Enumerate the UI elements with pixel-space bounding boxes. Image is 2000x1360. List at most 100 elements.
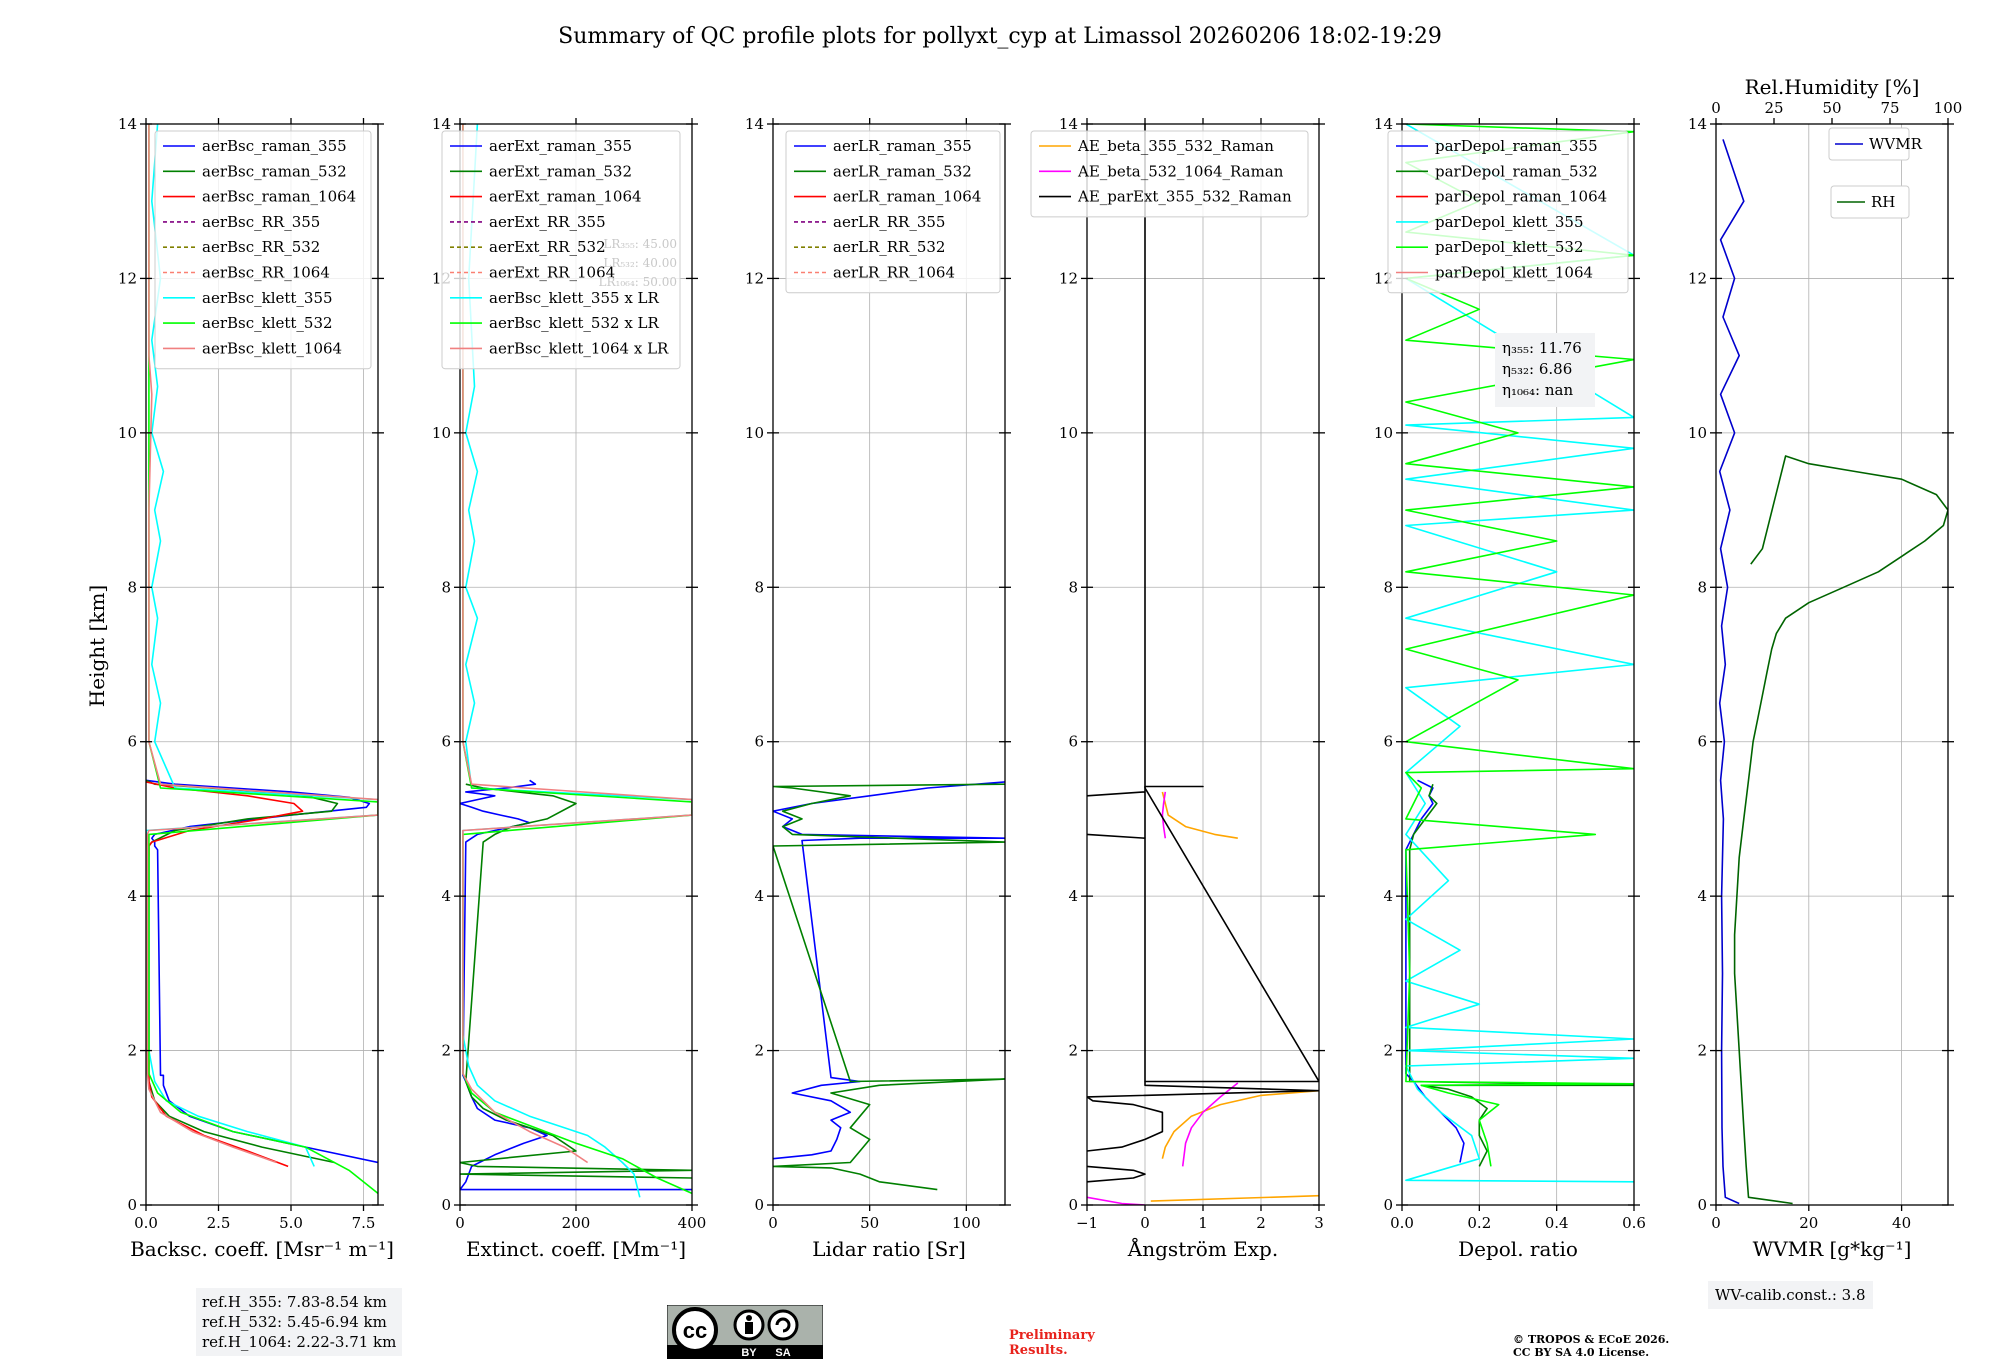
y-tick-label: 6 [1697,733,1707,751]
y-tick-label: 4 [1383,887,1393,905]
legend-box [1030,130,1309,218]
series-line-ae-beta-355-532-raman [1161,1089,1319,1159]
figure-title: Summary of QC profile plots for pollyxt_… [558,24,1442,49]
series-group [1718,139,1948,1205]
legend-entry: aerLR_raman_1064 [833,188,981,206]
series-line-ae-beta-355-532-raman-low [1150,1194,1319,1202]
series-line-rh [1733,455,1948,1205]
series-group [146,124,378,1195]
legend-entry: aerBsc_klett_532 x LR [489,314,660,332]
legend-entry: aerBsc_raman_355 [202,137,347,155]
x-tick-label: 20 [1799,1214,1818,1232]
y-tick-label: 8 [441,578,451,596]
series-line-ae-beta-532-1064-raman-low [1087,1196,1146,1205]
preliminary-line-1: Preliminary [1009,1328,1095,1343]
series-line-aerbsc-klett-355 [146,124,378,1167]
series-line-ae-parext-355-532-raman [1087,124,1319,1152]
y-tick-label: 10 [1374,424,1393,442]
x2-tick-label: 50 [1822,99,1841,117]
panel-1: 0 2 4 6 8 10 12 14 0.0 2.5 5.0 7.5 Backsc. coeff. [M… [118,115,394,1261]
x-tick-label: 0.0 [134,1214,158,1232]
legend-entry: parDepol_raman_532 [1435,162,1598,180]
x-axis-label: Lidar ratio [Sr] [812,1237,966,1261]
legend-entry: aerLR_RR_532 [833,238,945,256]
y-tick-label: 14 [745,115,764,133]
copyright-note: © TROPOS & ECoE 2026. CC BY SA 4.0 Licen… [1513,1333,1669,1359]
y-tick-label: 0 [1383,1196,1393,1214]
legend-box [1830,185,1910,219]
series-line-ae-parext-355-532-raman-low [1087,1165,1146,1183]
series-line-aerbsc-klett-355-x-lr [462,124,692,1198]
y-tick-label: 4 [1068,887,1078,905]
legend-entry: aerLR_raman_532 [833,162,972,180]
x-tick-label: 1 [1198,1214,1208,1232]
y-tick-label: 2 [754,1042,764,1060]
x-tick-label: 0 [768,1214,778,1232]
copyright-line-2: CC BY SA 4.0 License. [1513,1346,1650,1359]
y-tick-label: 6 [441,733,451,751]
refh-532: ref.H_532: 5.45-6.94 km [202,1313,387,1331]
legend-entry: parDepol_klett_355 [1435,213,1584,231]
x2-tick-label: 75 [1880,99,1899,117]
legend-entry: AE_beta_355_532_Raman [1077,137,1274,155]
x-tick-label: 0 [455,1214,465,1232]
y-tick-label: 4 [1697,887,1707,905]
legend-entry: aerExt_RR_532 [489,238,606,256]
legend-entry: aerLR_RR_355 [833,213,945,231]
y-tick-label: 0 [1068,1196,1078,1214]
copyright-line-1: © TROPOS & ECoE 2026. [1513,1333,1670,1346]
series-line-aerbsc-klett-532-x-lr [462,124,692,1195]
x-tick-label: 0.6 [1622,1214,1646,1232]
x-tick-label: 0.2 [1467,1214,1491,1232]
legend-entry: aerBsc_RR_532 [202,238,320,256]
y-tick-label: 2 [441,1042,451,1060]
y-tick-label: 0 [441,1196,451,1214]
legend-entry: parDepol_raman_1064 [1435,188,1607,206]
eta-label: η₁₀₆₄: nan [1502,381,1573,399]
x-tick-label: 200 [562,1214,591,1232]
by-person-body [745,1322,753,1334]
series-line-ae-beta-355-532-raman-upper [1161,791,1238,839]
cc-icon [672,1307,718,1353]
y-tick-label: 14 [1059,115,1078,133]
legend-entry: aerBsc_raman_1064 [202,188,356,206]
x-tick-label: 2.5 [207,1214,231,1232]
legend-entry: AE_parExt_355_532_Raman [1077,188,1292,206]
legend-entry: aerBsc_RR_1064 [202,264,330,282]
lr-label: LR₅₃₂: 40.00 [603,256,677,270]
series-line-aerlr-raman-355 [773,781,1005,1160]
legend-entry: RH [1871,193,1895,211]
legend-box [1828,127,1910,161]
y-tick-label: 12 [1059,269,1078,287]
x-tick-label: 40 [1892,1214,1911,1232]
axes-frame [772,123,1006,1206]
y-tick-label: 6 [1068,733,1078,751]
legend-box [785,130,1001,294]
x-tick-label: 50 [860,1214,879,1232]
sa-share-icon [767,1309,799,1341]
x-tick-label: 0.0 [1390,1214,1414,1232]
preliminary-results-note: Preliminary Results. [1009,1328,1095,1358]
legend-entry: aerBsc_klett_532 [202,314,333,332]
y-tick-label: 8 [1697,578,1707,596]
x-tick-label: 0 [1140,1214,1150,1232]
x-tick-label: −1 [1076,1214,1098,1232]
y-tick-label: 0 [127,1196,137,1214]
series-line-aerbsc-klett-1064 [146,124,378,1164]
legend-entry: AE_beta_532_1064_Raman [1077,162,1284,180]
series-line-aerbsc-klett-1064-x-lr [462,124,692,1164]
x2-tick-label: 0 [1711,99,1721,117]
series-line-ae-parext-355-532-raman-upper [1087,785,1204,839]
legend-entry: aerBsc_klett_355 [202,289,333,307]
y-tick-label: 14 [118,115,137,133]
by-label: BY [741,1347,757,1359]
legend-entry: aerBsc_klett_355 x LR [489,289,660,307]
cc-icon-text: cc [683,1318,707,1343]
series-line-pardepol-raman-355 [1405,779,1465,1163]
x-tick-label: 0.4 [1545,1214,1569,1232]
reference-height-box: ref.H_355: 7.83-8.54 km ref.H_532: 5.45-… [196,1288,403,1356]
x-tick-label: 7.5 [352,1214,376,1232]
legend-entry: aerBsc_RR_355 [202,213,320,231]
